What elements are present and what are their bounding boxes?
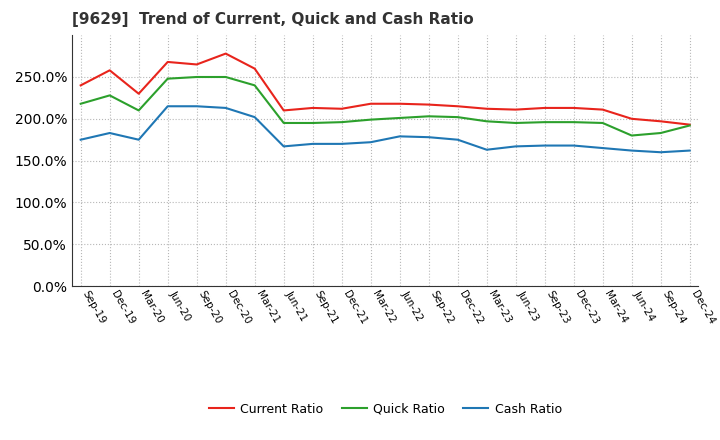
Quick Ratio: [338, 120, 346, 125]
Current Ratio: [279, 108, 288, 113]
Current Ratio: [657, 119, 665, 124]
Cash Ratio: [657, 150, 665, 155]
Cash Ratio: [541, 143, 549, 148]
Quick Ratio: [685, 123, 694, 128]
Cash Ratio: [570, 143, 578, 148]
Quick Ratio: [395, 115, 404, 121]
Current Ratio: [511, 107, 520, 112]
Cash Ratio: [482, 147, 491, 152]
Cash Ratio: [338, 141, 346, 147]
Cash Ratio: [308, 141, 317, 147]
Cash Ratio: [221, 105, 230, 110]
Line: Quick Ratio: Quick Ratio: [81, 77, 690, 136]
Quick Ratio: [366, 117, 375, 122]
Current Ratio: [135, 91, 143, 96]
Quick Ratio: [221, 74, 230, 80]
Cash Ratio: [511, 144, 520, 149]
Current Ratio: [251, 66, 259, 71]
Legend: Current Ratio, Quick Ratio, Cash Ratio: Current Ratio, Quick Ratio, Cash Ratio: [204, 398, 567, 421]
Current Ratio: [338, 106, 346, 111]
Cash Ratio: [366, 139, 375, 145]
Cash Ratio: [105, 130, 114, 136]
Current Ratio: [192, 62, 201, 67]
Line: Cash Ratio: Cash Ratio: [81, 106, 690, 152]
Current Ratio: [308, 105, 317, 110]
Cash Ratio: [598, 145, 607, 150]
Cash Ratio: [395, 134, 404, 139]
Quick Ratio: [279, 120, 288, 125]
Cash Ratio: [279, 144, 288, 149]
Cash Ratio: [685, 148, 694, 153]
Quick Ratio: [163, 76, 172, 81]
Quick Ratio: [482, 119, 491, 124]
Quick Ratio: [657, 130, 665, 136]
Current Ratio: [454, 103, 462, 109]
Text: [9629]  Trend of Current, Quick and Cash Ratio: [9629] Trend of Current, Quick and Cash …: [72, 12, 474, 27]
Current Ratio: [570, 105, 578, 110]
Quick Ratio: [251, 83, 259, 88]
Quick Ratio: [308, 120, 317, 125]
Current Ratio: [163, 59, 172, 65]
Current Ratio: [482, 106, 491, 111]
Cash Ratio: [627, 148, 636, 153]
Cash Ratio: [192, 103, 201, 109]
Cash Ratio: [251, 114, 259, 120]
Current Ratio: [424, 102, 433, 107]
Quick Ratio: [454, 114, 462, 120]
Current Ratio: [541, 105, 549, 110]
Current Ratio: [685, 122, 694, 127]
Current Ratio: [366, 101, 375, 106]
Current Ratio: [76, 83, 85, 88]
Current Ratio: [627, 116, 636, 121]
Quick Ratio: [424, 114, 433, 119]
Quick Ratio: [598, 120, 607, 125]
Quick Ratio: [511, 120, 520, 125]
Current Ratio: [598, 107, 607, 112]
Quick Ratio: [541, 120, 549, 125]
Cash Ratio: [135, 137, 143, 142]
Cash Ratio: [454, 137, 462, 142]
Quick Ratio: [192, 74, 201, 80]
Current Ratio: [395, 101, 404, 106]
Quick Ratio: [627, 133, 636, 138]
Current Ratio: [105, 68, 114, 73]
Current Ratio: [221, 51, 230, 56]
Quick Ratio: [76, 101, 85, 106]
Line: Current Ratio: Current Ratio: [81, 54, 690, 125]
Quick Ratio: [135, 108, 143, 113]
Cash Ratio: [163, 103, 172, 109]
Cash Ratio: [76, 137, 85, 142]
Cash Ratio: [424, 135, 433, 140]
Quick Ratio: [105, 93, 114, 98]
Quick Ratio: [570, 120, 578, 125]
